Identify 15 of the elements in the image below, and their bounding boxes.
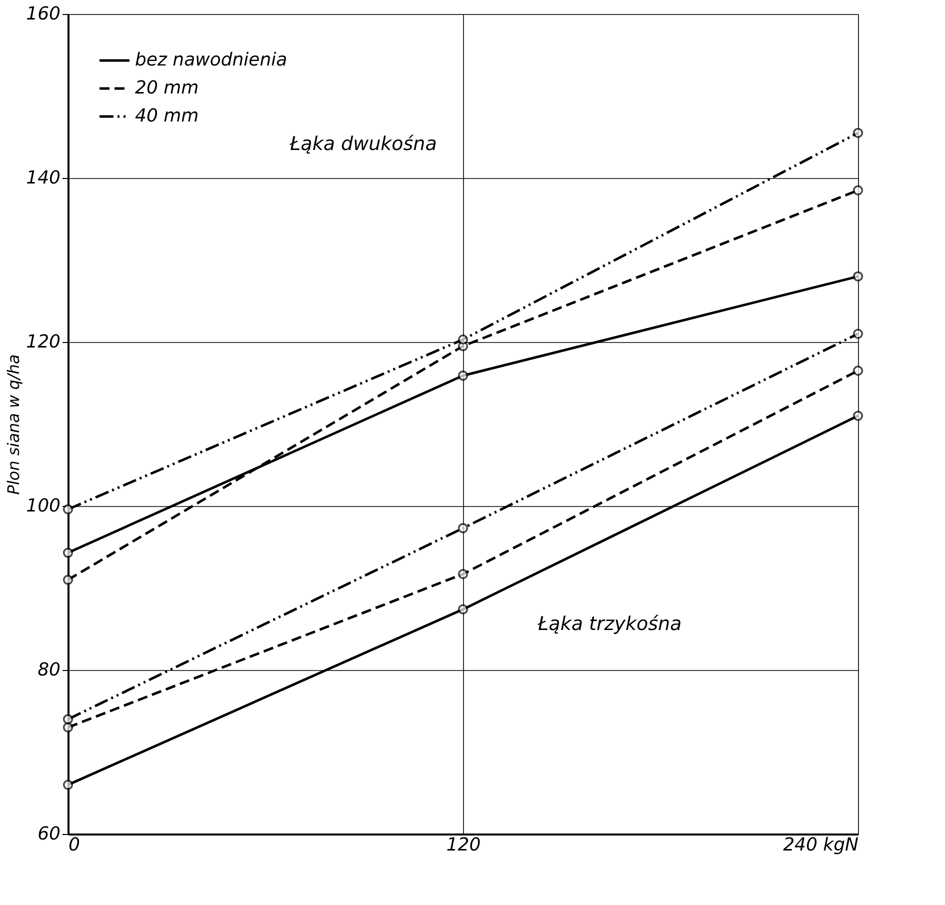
y-axis-title: Plon siana w q/ha (4, 354, 24, 495)
y-tick-label: 160 (26, 4, 60, 24)
y-tick-label: 60 (38, 824, 60, 844)
y-tick-label: 100 (26, 496, 60, 516)
legend-label: 40 mm (135, 106, 199, 126)
x-tick-label: 0 (68, 834, 80, 856)
y-tick-label: 120 (26, 332, 60, 352)
legend-label: 20 mm (135, 78, 199, 98)
annotation: Łąka dwukośna (289, 133, 437, 155)
y-tick-label: 80 (38, 660, 60, 680)
x-tick-label: 240 kgN (783, 834, 858, 856)
x-tick-label: 120 (446, 834, 481, 856)
annotation: Łąka trzykośna (537, 613, 682, 635)
legend-label: bez nawodnienia (135, 50, 288, 70)
y-tick-label: 140 (26, 168, 60, 188)
